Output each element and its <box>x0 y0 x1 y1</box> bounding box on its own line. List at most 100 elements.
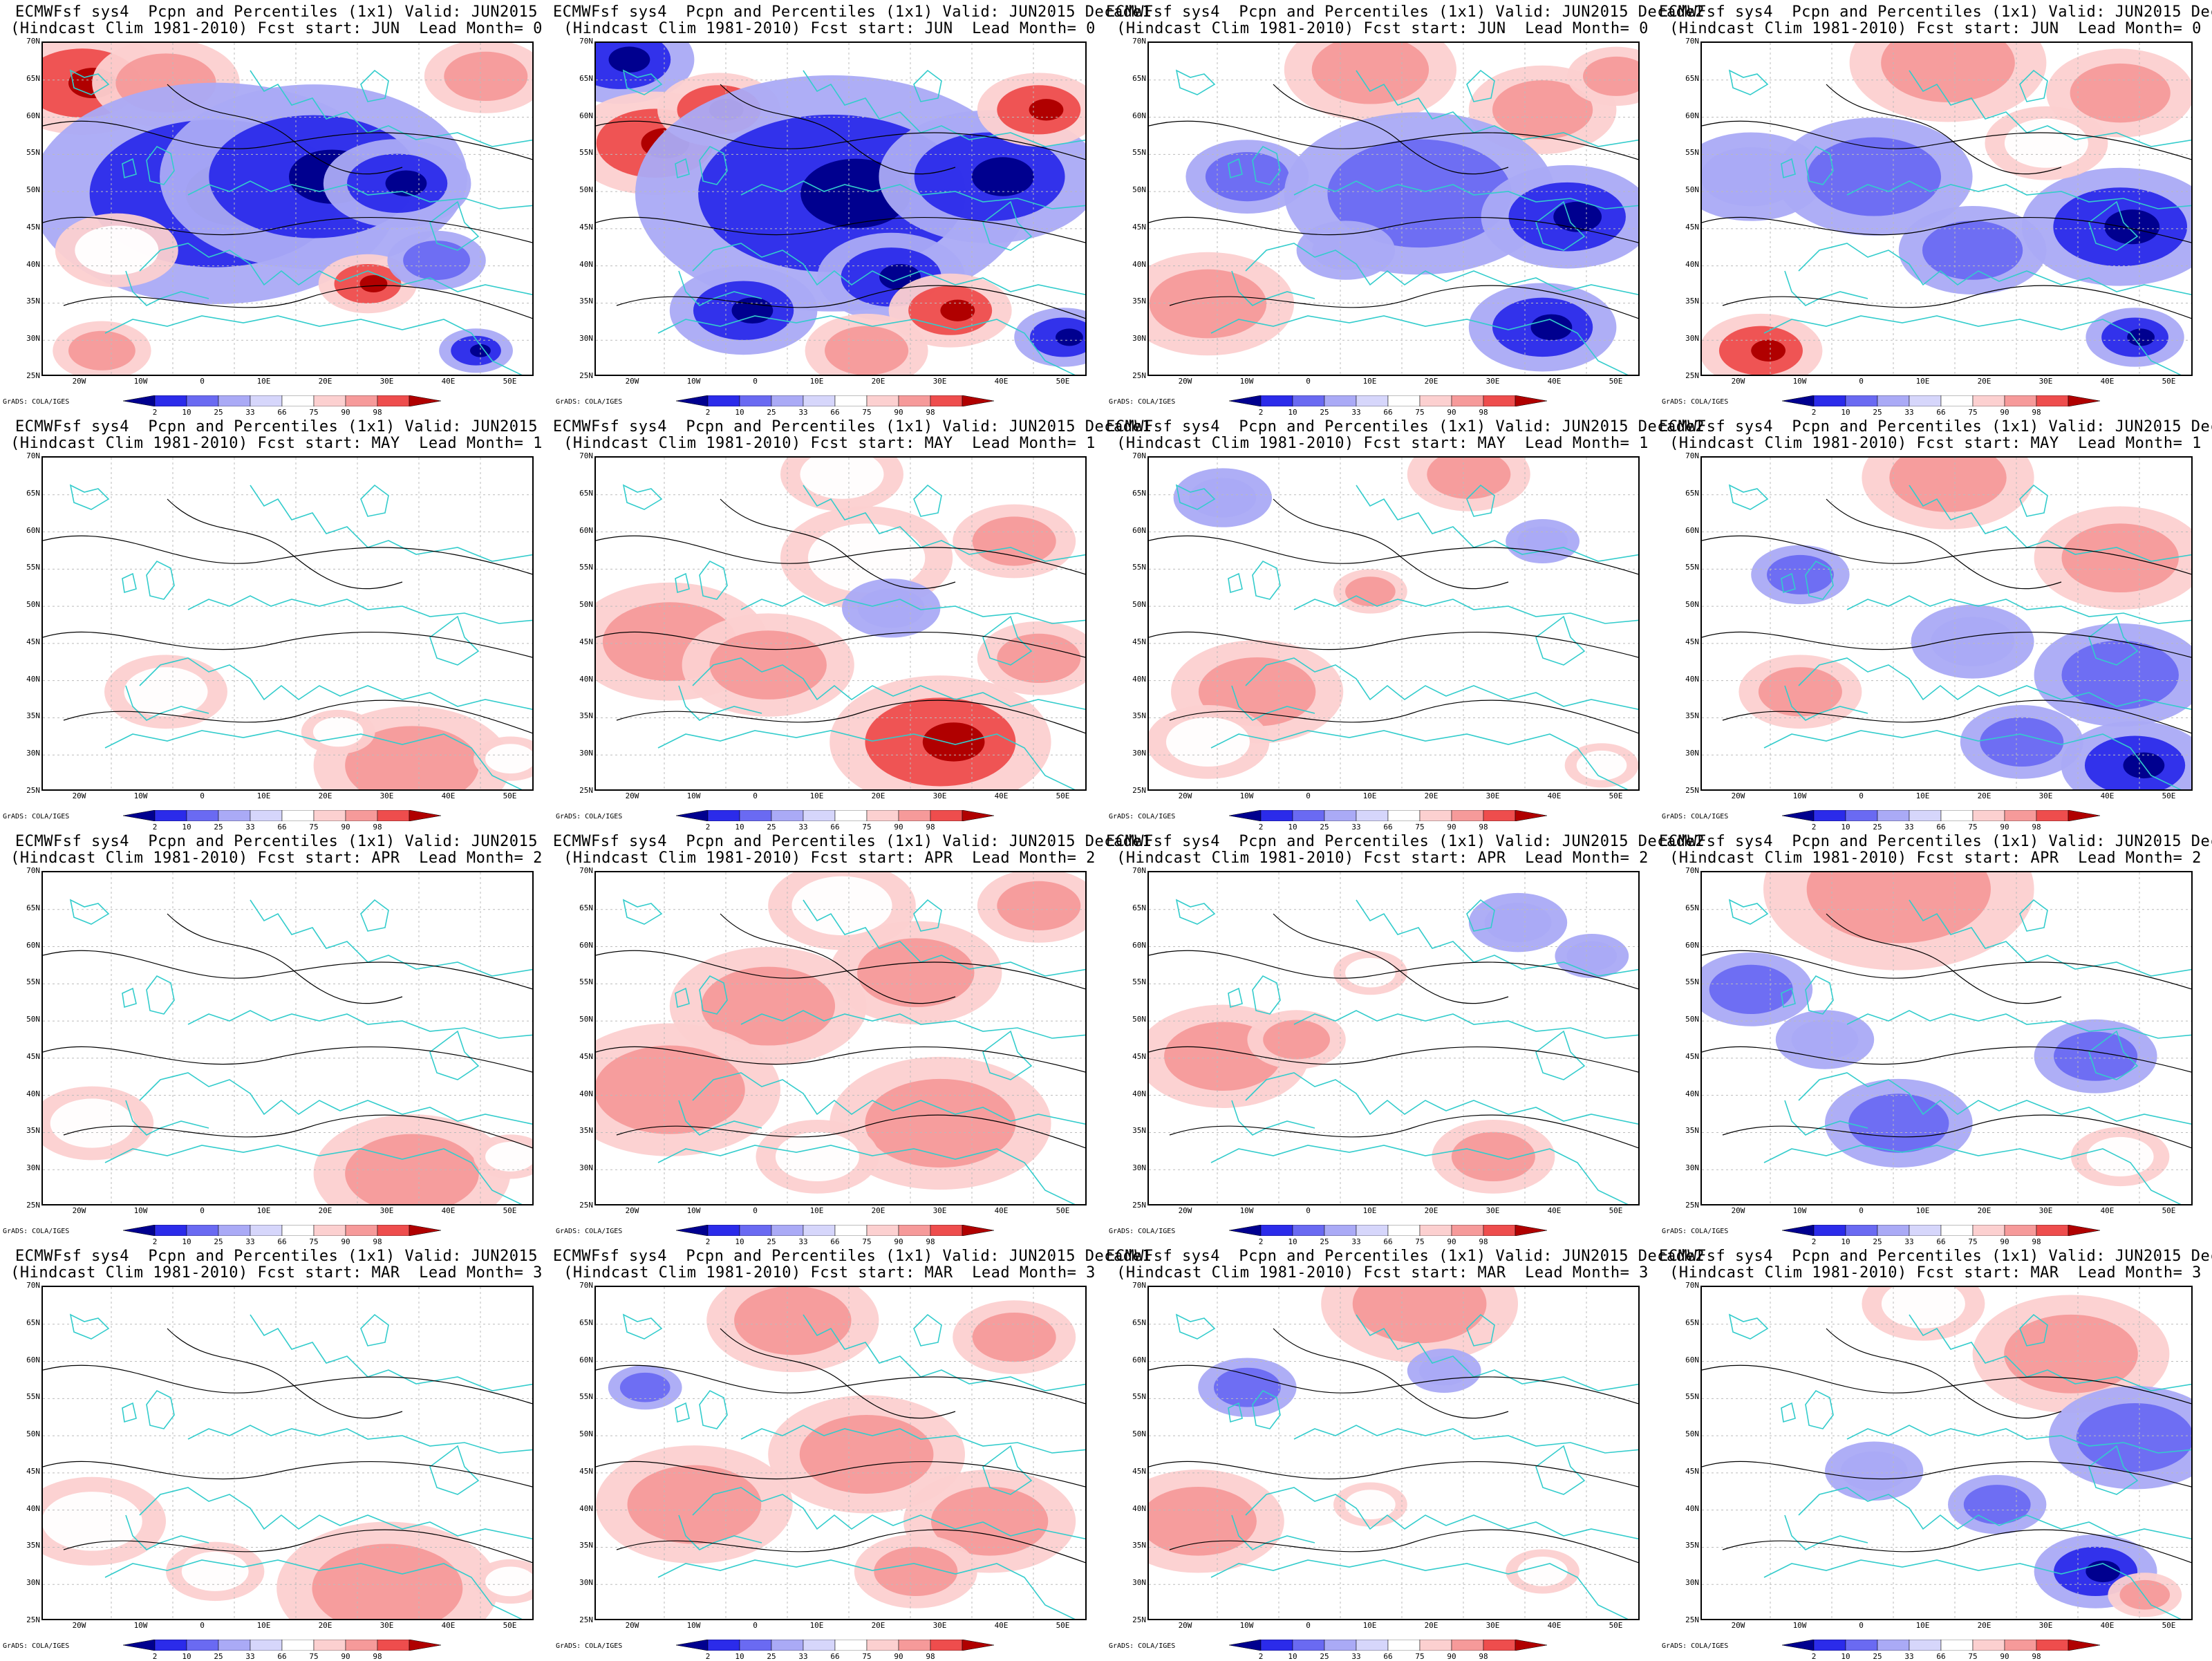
lat-tick-label: 30N <box>26 1578 40 1588</box>
colorbar-label: 66 <box>830 1237 840 1246</box>
colorbar-swatch <box>377 810 410 821</box>
anomaly-patch <box>842 579 941 638</box>
coastline <box>675 1402 690 1423</box>
map-panel: ECMWFsf sys4 Pcpn and Percentiles (1x1) … <box>0 829 553 1247</box>
lon-tick-label: 10E <box>809 377 824 386</box>
colorbar-swatch <box>962 1225 994 1236</box>
colorbar-label: 66 <box>830 1652 840 1661</box>
colorbar <box>1782 395 2100 406</box>
lat-tick-label: 50N <box>26 600 40 610</box>
coastline <box>740 1425 1085 1454</box>
lon-tick-label: 20W <box>1178 1621 1192 1630</box>
anomaly-patch <box>313 1114 511 1204</box>
colorbar-label: 33 <box>798 1652 808 1661</box>
coastline <box>675 158 690 179</box>
colorbar-swatch <box>154 810 187 821</box>
map-svg <box>1149 458 1638 789</box>
colorbar-swatch <box>1845 1225 1878 1236</box>
colorbar-label: 98 <box>2032 408 2041 417</box>
lat-tick-label: 40N <box>1685 674 1699 684</box>
lat-tick-label: 55N <box>579 1392 593 1402</box>
colorbar-swatch <box>1877 395 1910 406</box>
colorbar-swatch <box>2036 810 2069 821</box>
colorbar-swatch <box>409 1225 441 1236</box>
lat-tick-label: 50N <box>26 1015 40 1024</box>
coastline <box>146 145 175 185</box>
lon-tick-label: 0 <box>1306 791 1311 800</box>
contour-line <box>1826 498 2062 590</box>
colorbar-swatch <box>218 810 251 821</box>
lat-tick-label: 35N <box>579 297 593 306</box>
contour-line <box>1149 120 1638 160</box>
coastline <box>678 1514 762 1550</box>
colorbar-swatch <box>123 1640 156 1651</box>
contour-line <box>596 216 1085 243</box>
coastline <box>982 1030 1033 1080</box>
lat-tick-label: 30N <box>1132 749 1146 758</box>
lat-tick-label: 50N <box>1132 1015 1146 1024</box>
lat-tick-label: 70N <box>26 1281 40 1290</box>
coastline <box>803 70 1085 147</box>
coastline <box>1805 560 1834 600</box>
coastline <box>1252 1389 1281 1429</box>
coastline <box>2088 200 2139 251</box>
anomaly-patch <box>756 1120 879 1194</box>
contour-line <box>1702 631 2191 658</box>
coastline <box>1805 145 1834 185</box>
lon-tick-label: 0 <box>753 791 758 800</box>
lat-tick-label: 40N <box>1132 674 1146 684</box>
contour-line <box>167 498 403 590</box>
map-svg <box>1702 1287 2191 1619</box>
contour-line <box>1702 535 2191 575</box>
coastline <box>657 1559 1076 1619</box>
panel-subtitle: (Hindcast Clim 1981-2010) Fcst start: MA… <box>563 435 1096 452</box>
coastline <box>429 1445 480 1495</box>
contour-line <box>43 1046 532 1073</box>
lon-tick-label: 30E <box>379 1206 394 1215</box>
lat-tick-label: 40N <box>1685 259 1699 269</box>
coastline <box>1784 270 1868 306</box>
colorbar-swatch <box>930 810 963 821</box>
contour-line <box>167 84 403 175</box>
contour-line <box>1149 216 1638 243</box>
coastline <box>125 1100 209 1136</box>
grads-credit: GrADS: COLA/IGES <box>556 813 623 820</box>
map-area <box>594 456 1087 791</box>
lat-tick-label: 25N <box>1685 786 1699 795</box>
panel-subtitle: (Hindcast Clim 1981-2010) Fcst start: MA… <box>1116 435 1649 452</box>
contour-line <box>616 700 1085 734</box>
coastline <box>360 69 389 102</box>
anomaly-patch <box>2086 308 2184 367</box>
coastline <box>250 70 532 147</box>
map-svg <box>43 458 532 789</box>
lat-tick-label: 60N <box>579 940 593 950</box>
lat-tick-label: 25N <box>579 1615 593 1624</box>
lat-tick-label: 35N <box>1685 1126 1699 1136</box>
map-svg <box>596 1287 1085 1619</box>
map-area <box>594 1286 1087 1620</box>
lat-tick-label: 60N <box>26 525 40 535</box>
colorbar-swatch <box>1515 1225 1547 1236</box>
coastline <box>678 685 762 721</box>
panel-title: ECMWFsf sys4 Pcpn and Percentiles (1x1) … <box>1659 418 2212 435</box>
lon-tick-label: 10W <box>1792 1621 1807 1630</box>
lat-tick-label: 25N <box>26 1201 40 1210</box>
contour-line <box>1722 1529 2191 1564</box>
lon-tick-label: 10E <box>1362 377 1377 386</box>
lat-tick-label: 55N <box>579 977 593 987</box>
coastline <box>1356 485 1638 562</box>
lon-tick-label: 10E <box>809 1621 824 1630</box>
contour-line <box>1826 84 2062 175</box>
coastline <box>1763 1145 2182 1204</box>
panel-title: ECMWFsf sys4 Pcpn and Percentiles (1x1) … <box>15 418 538 435</box>
lat-tick-label: 30N <box>1132 1163 1146 1173</box>
colorbar-swatch <box>866 1640 899 1651</box>
lat-tick-label: 40N <box>26 674 40 684</box>
colorbar-swatch <box>676 810 709 821</box>
coastline <box>187 595 532 624</box>
lon-tick-label: 40E <box>1547 1621 1562 1630</box>
lat-tick-label: 60N <box>1685 940 1699 950</box>
colorbar-label: 2 <box>705 1652 711 1661</box>
lat-tick-label: 60N <box>579 1355 593 1364</box>
coastline <box>675 572 690 594</box>
